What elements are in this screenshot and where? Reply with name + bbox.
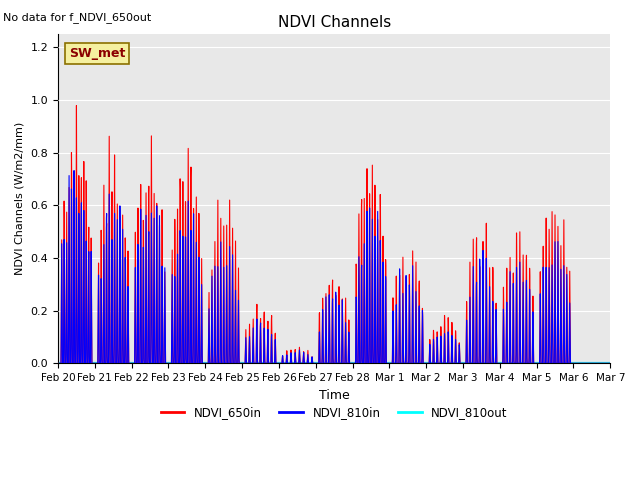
Text: No data for f_NDVI_650out: No data for f_NDVI_650out (3, 12, 152, 23)
Legend: NDVI_650in, NDVI_810in, NDVI_810out: NDVI_650in, NDVI_810in, NDVI_810out (156, 401, 513, 423)
Text: SW_met: SW_met (69, 47, 125, 60)
X-axis label: Time: Time (319, 389, 349, 402)
Title: NDVI Channels: NDVI Channels (278, 15, 391, 30)
Y-axis label: NDVI Channels (W/m2/mm): NDVI Channels (W/m2/mm) (15, 122, 25, 276)
